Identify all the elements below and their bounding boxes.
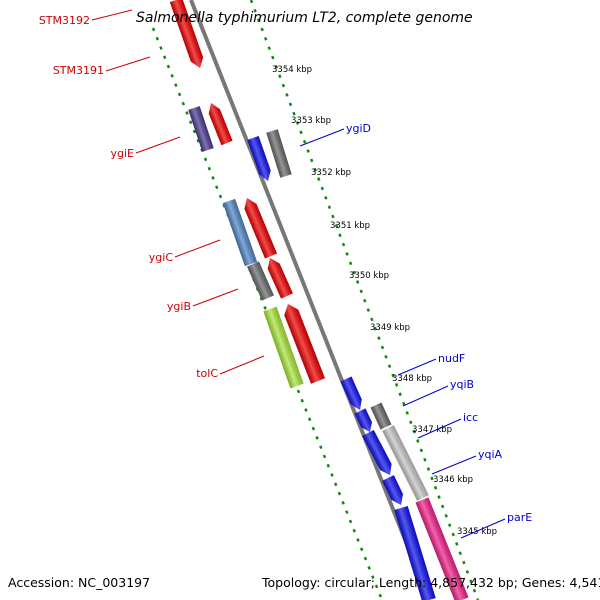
tick-label-t3348: 3348 kbp [392, 374, 432, 384]
gene-label-STM3192: STM3192 [39, 14, 90, 27]
gene-ygiB-gray [247, 261, 274, 301]
left-tick-track [151, 27, 384, 600]
gene-parE-pink [415, 497, 469, 600]
leader-line-ygiB [192, 288, 239, 307]
tick-label-t3354: 3354 kbp [272, 65, 312, 75]
gene-label-ygiC: ygiC [149, 251, 174, 264]
tick-label-t3352: 3352 kbp [311, 168, 351, 178]
gene-ygiD-gray [266, 129, 292, 178]
gene-parE-blue [394, 505, 436, 600]
page-title: Salmonella typhimurium LT2, complete gen… [136, 10, 473, 26]
gene-label-nudF: nudF [438, 352, 465, 365]
gene-STM3192-red [169, 0, 204, 68]
gene-icc-blue [362, 429, 392, 476]
leader-line-ygiC [174, 239, 221, 258]
gene-yqiA-blue [382, 475, 403, 505]
gene-nudF-blue [340, 376, 362, 410]
leader-line-ygiE [135, 136, 181, 154]
gene-label-yqiB: yqiB [450, 378, 474, 391]
leader-line-STM3191 [105, 56, 151, 72]
gene-ygiD-blue [247, 136, 271, 182]
gene-label-yqiA: yqiA [478, 448, 503, 461]
tick-label-t3349: 3349 kbp [370, 323, 410, 333]
tick-label-t3351: 3351 kbp [330, 221, 370, 231]
gene-label-tolC: tolC [196, 367, 218, 380]
gene-tolC-lime [263, 306, 304, 389]
tick-label-t3350: 3350 kbp [349, 271, 389, 281]
gene-label-ygiD: ygiD [346, 122, 371, 135]
gene-label-STM3191: STM3191 [53, 64, 104, 77]
leader-line-icc [417, 418, 462, 439]
tick-label-t3346: 3346 kbp [433, 475, 473, 485]
leader-line-yqiB [402, 385, 449, 407]
gene-label-ygiE: ygiE [111, 147, 135, 160]
gene-ygiE-indigo [188, 106, 214, 152]
genome-backbone [189, 0, 431, 600]
gene-ygiC-steelblue [222, 198, 258, 267]
tick-label-t3345: 3345 kbp [457, 527, 497, 537]
right-tick-track [249, 0, 480, 600]
gene-label-icc: icc [463, 411, 478, 424]
leader-line-ygiD [299, 128, 345, 147]
leader-line-parE [460, 518, 506, 539]
gene-ygiC-red [244, 198, 278, 259]
tick-label-t3347: 3347 kbp [412, 425, 452, 435]
gene-ygiE-red [208, 103, 233, 146]
tick-label-t3353: 3353 kbp [291, 116, 331, 126]
leader-line-yqiA [431, 455, 477, 475]
gene-yqiB-blue [354, 408, 372, 432]
gene-ygiB-red [267, 258, 293, 299]
gene-tolC-red [284, 304, 325, 384]
gene-label-ygiB: ygiB [167, 300, 191, 313]
gene-yqiA-silver [382, 425, 429, 501]
accession-text: Accession: NC_003197 [8, 575, 150, 590]
gene-label-parE: parE [507, 511, 532, 524]
leader-line-STM3192 [91, 9, 133, 21]
topology-text: Topology: circular; Length: 4,857,432 bp… [261, 575, 600, 590]
gene-icc-gray [370, 402, 392, 430]
leader-line-tolC [219, 355, 265, 375]
leader-line-nudF [397, 358, 437, 376]
